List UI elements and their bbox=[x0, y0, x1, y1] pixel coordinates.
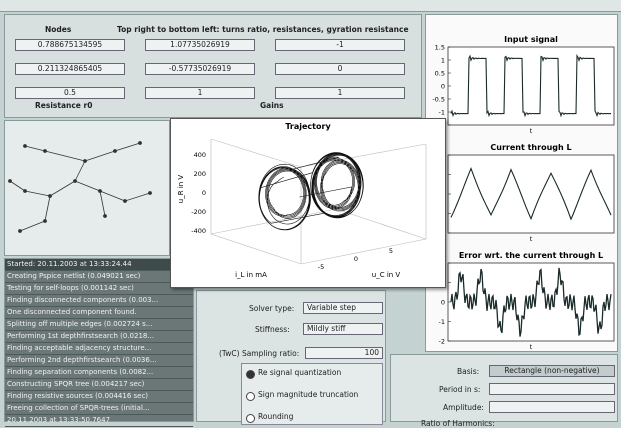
spqr-tree bbox=[8, 141, 152, 233]
trajectory-plot: Trajectory 400 200 0 -200 -400 -5 0 5 i_L in mA u_… bbox=[177, 122, 427, 279]
y-tick-label: 1 bbox=[441, 57, 445, 65]
log-line: Splitting off multiple edges (0.002724 s… bbox=[5, 319, 193, 331]
x-axis-label: i_L in mA bbox=[235, 271, 267, 279]
radio-label: Re signal quantization bbox=[258, 368, 342, 377]
log-line: Freeing collection of SPQR-trees (initia… bbox=[5, 403, 193, 415]
parameter-field[interactable]: 1 bbox=[275, 87, 405, 99]
x-tick-label: 0 bbox=[354, 255, 358, 263]
plot-title: Error wrt. the current through L bbox=[459, 251, 603, 260]
title-bar bbox=[0, 0, 621, 12]
log-line: Finding disconnected components (0.003..… bbox=[5, 295, 193, 307]
parameter-field[interactable]: 1 bbox=[145, 87, 255, 99]
radio-button[interactable] bbox=[246, 414, 255, 423]
log-line: Creating Pspice netlist (0.049021 sec) bbox=[5, 271, 193, 283]
z-tick-label: -200 bbox=[191, 208, 206, 216]
axes-box bbox=[210, 138, 427, 265]
attractor-curve bbox=[258, 152, 364, 231]
z-tick-label: 200 bbox=[194, 170, 206, 178]
trajectory-window: Trajectory 400 200 0 -200 -400 -5 0 5 i_L in mA u_… bbox=[170, 118, 446, 288]
log-line: Constructing SPQR tree (0.004217 sec) bbox=[5, 379, 193, 391]
z-tick-label: -400 bbox=[191, 227, 206, 235]
x-axis-label: t bbox=[530, 127, 533, 135]
radio-label: Sign magnitude truncation bbox=[258, 390, 359, 399]
quantization-group: Re signal quantization Sign magnitude tru… bbox=[241, 363, 383, 425]
sampling-label: (TwC) Sampling ratio: bbox=[219, 349, 300, 358]
x-axis-label: t bbox=[530, 235, 533, 243]
x-tick-label: 5 bbox=[389, 247, 393, 255]
z-tick-label: 400 bbox=[194, 151, 206, 159]
plot-title: Input signal bbox=[504, 35, 558, 44]
y-tick-label: 0 bbox=[441, 83, 445, 91]
resistance-label: Resistance r0 bbox=[35, 101, 93, 110]
nodes-label: Nodes bbox=[45, 25, 72, 34]
x-tick-label: -5 bbox=[318, 263, 324, 271]
log-line: Started: 20.11.2003 at 13:33:24.44 bbox=[5, 259, 193, 271]
parameter-field[interactable]: -1 bbox=[275, 39, 405, 51]
tree-panel bbox=[4, 120, 170, 256]
parameter-field[interactable]: 0 bbox=[275, 63, 405, 75]
trajectory-title: Trajectory bbox=[285, 122, 331, 131]
log-line: One disconnected component found. bbox=[5, 307, 193, 319]
radio-button[interactable] bbox=[246, 370, 255, 379]
solver-panel: Solver type: Variable step Stiffness: Mi… bbox=[196, 290, 386, 425]
signal-curve bbox=[450, 53, 611, 118]
y-axis-label: u_C in V bbox=[372, 271, 401, 279]
plot-title: Current through L bbox=[490, 143, 571, 152]
log-line: Performing 2nd depthfirstsearch (0.0036.… bbox=[5, 355, 193, 367]
period-input[interactable] bbox=[489, 383, 615, 395]
radio-button[interactable] bbox=[246, 392, 255, 401]
y-tick-label: -0.5 bbox=[432, 96, 445, 104]
y-tick-label: 1.5 bbox=[435, 44, 445, 52]
plot-frame bbox=[447, 154, 615, 234]
log-line: Finding acceptable adjacency structure..… bbox=[5, 343, 193, 355]
parameter-field[interactable]: -0.57735026919 bbox=[145, 63, 255, 75]
log-line: 20.11.2003 at 13:33:50.7647 bbox=[5, 415, 193, 427]
signal-curve bbox=[450, 267, 612, 337]
amplitude-label: Amplitude: bbox=[443, 403, 484, 412]
y-tick-label: -2 bbox=[439, 338, 445, 346]
log-panel: Started: 20.11.2003 at 13:33:24.44 Creati… bbox=[4, 258, 194, 427]
parameter-field[interactable]: 0.5 bbox=[15, 87, 125, 99]
parameter-field[interactable]: 0.788675134595 bbox=[15, 39, 125, 51]
z-tick-label: 0 bbox=[202, 189, 206, 197]
heading: Top right to bottom left: turns ratio, r… bbox=[117, 25, 409, 34]
solver-type-dropdown[interactable]: Variable step bbox=[303, 302, 383, 314]
log-line: Performing 1st depthfirstsearch (0.0218.… bbox=[5, 331, 193, 343]
source-panel: Basis: Rectangle (non-negative) Period i… bbox=[390, 354, 618, 428]
harmonics-label: Ratio of Harmonics: bbox=[421, 419, 495, 428]
stiffness-dropdown[interactable]: Mildly stiff bbox=[303, 323, 383, 335]
y-tick-label: 0 bbox=[441, 299, 445, 307]
period-label: Period in s: bbox=[439, 385, 481, 394]
parameter-panel: Nodes Top right to bottom left: turns ra… bbox=[4, 14, 422, 118]
gains-label: Gains bbox=[260, 101, 284, 110]
solver-type-label: Solver type: bbox=[249, 304, 295, 313]
y-tick-label: -1 bbox=[439, 318, 445, 326]
sampling-input[interactable]: 100 bbox=[305, 347, 383, 359]
log-line: Testing for self-loops (0.001142 sec) bbox=[5, 283, 193, 295]
basis-dropdown[interactable]: Rectangle (non-negative) bbox=[489, 365, 615, 377]
stiffness-label: Stiffness: bbox=[255, 325, 290, 334]
parameter-field[interactable]: 1.07735026919 bbox=[145, 39, 255, 51]
log-line: Finding separation components (0.0082... bbox=[5, 367, 193, 379]
basis-label: Basis: bbox=[457, 367, 480, 376]
y-tick-label: -1 bbox=[439, 109, 445, 117]
signal-curve bbox=[450, 166, 612, 221]
z-axis-label: u_R in V bbox=[177, 175, 185, 204]
amplitude-input[interactable] bbox=[489, 401, 615, 413]
plot-frame bbox=[447, 46, 615, 126]
log-line: Finding resistive sources (0.004416 sec) bbox=[5, 391, 193, 403]
y-tick-label: 0.5 bbox=[435, 70, 445, 78]
parameter-field[interactable]: 0.211324865405 bbox=[15, 63, 125, 75]
radio-label: Rounding bbox=[258, 412, 294, 421]
x-axis-label: t bbox=[530, 343, 533, 351]
